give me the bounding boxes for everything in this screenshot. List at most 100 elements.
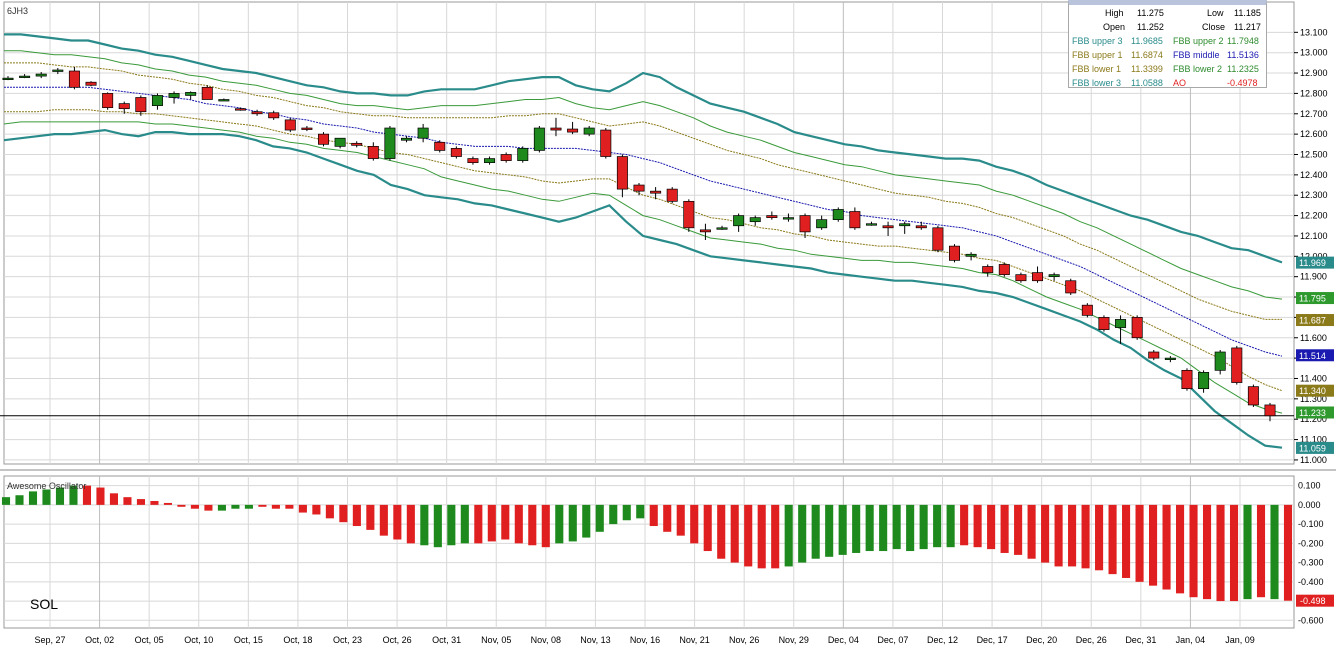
- x-tick-label: Dec, 12: [927, 635, 958, 645]
- candle-body: [467, 158, 479, 163]
- low-label: Low: [1207, 8, 1224, 18]
- band-lower3-line: [3, 128, 1283, 449]
- ao-bar: [69, 485, 78, 505]
- y-tick-label: 11.900: [1300, 272, 1327, 282]
- ao-bar: [1243, 504, 1252, 600]
- ao-bar: [150, 501, 159, 505]
- y-tick-label: 11.100: [1300, 435, 1327, 445]
- band-upper3-line: [4, 33, 1283, 264]
- x-tick-label: Nov, 08: [531, 635, 561, 645]
- ao-bar: [190, 504, 199, 509]
- candle-body: [500, 154, 512, 161]
- candle-body: [716, 227, 728, 230]
- open-value: 11.252: [1137, 22, 1164, 32]
- ao-bar: [703, 504, 712, 552]
- x-tick-label: Jan, 09: [1225, 635, 1255, 645]
- ao-bar: [82, 485, 92, 505]
- indicator-value: 11.6874: [1131, 50, 1163, 60]
- x-tick-label: Oct, 15: [234, 635, 263, 645]
- candle-body: [683, 200, 695, 229]
- ao-bar: [339, 504, 348, 523]
- candle-body: [965, 253, 977, 257]
- candle-body: [550, 127, 562, 131]
- ao-bar: [528, 504, 537, 546]
- ao-bar: [1054, 504, 1063, 567]
- y-tick-label: 12.600: [1300, 129, 1328, 139]
- candle-body: [1231, 347, 1243, 383]
- ao-bar: [271, 504, 280, 509]
- candle-body: [201, 86, 213, 100]
- ao-bar: [730, 504, 739, 563]
- ao-bar: [1068, 504, 1077, 567]
- ao-bar: [717, 504, 726, 559]
- ao-bar: [1202, 504, 1212, 600]
- y-tick-label: 11.400: [1300, 373, 1327, 383]
- x-tick-label: Oct, 26: [383, 635, 412, 645]
- ao-bar: [433, 504, 442, 548]
- price-tag-label: 11.340: [1299, 386, 1326, 396]
- indicator-value: 11.2325: [1227, 64, 1259, 74]
- x-tick-label: Oct, 18: [283, 635, 312, 645]
- ao-bar: [541, 504, 550, 548]
- y-tick-label: 13.000: [1300, 48, 1328, 58]
- price-tag-bg: [1296, 384, 1334, 397]
- ao-bar: [1270, 504, 1279, 600]
- candle-body: [633, 184, 645, 192]
- candle-body: [982, 266, 994, 273]
- ao-bar: [852, 504, 861, 553]
- ao-bar: [798, 504, 807, 563]
- price-tag-bg: [1296, 314, 1334, 327]
- price-tag-label: 11.687: [1299, 316, 1326, 326]
- candle-body: [1048, 274, 1060, 278]
- ao-bar: [690, 504, 699, 544]
- y-tick-label: 12.100: [1300, 231, 1328, 241]
- candle-body: [1032, 272, 1044, 282]
- price-tag-bg: [1296, 256, 1334, 269]
- band-upper1-line: [4, 62, 1282, 320]
- ao-bar: [622, 504, 631, 521]
- candle-body: [699, 229, 711, 233]
- ao-bar: [55, 487, 65, 505]
- ao-bar: [258, 504, 267, 507]
- ao-title: Awesome Oscillator: [7, 481, 87, 491]
- candle-body: [367, 146, 379, 159]
- candle-body: [932, 227, 944, 251]
- ao-bar: [460, 504, 469, 544]
- price-tag-label: 11.233: [1299, 408, 1326, 418]
- ao-bar: [1041, 504, 1050, 563]
- ao-bar: [784, 504, 793, 567]
- candle-body: [782, 217, 794, 220]
- candle-body: [234, 108, 246, 111]
- ao-bar: [1081, 504, 1090, 569]
- ao-bar: [919, 504, 928, 550]
- band-upper2-line: [4, 50, 1283, 300]
- x-tick-label: Nov, 26: [729, 635, 759, 645]
- ao-bar: [42, 489, 51, 505]
- ao-bar: [1175, 504, 1185, 594]
- ao-bar: [406, 504, 415, 544]
- ao-bar: [501, 504, 510, 540]
- x-tick-label: Oct, 10: [184, 635, 213, 645]
- ao-bar: [568, 504, 577, 542]
- candle-body: [85, 81, 97, 86]
- ao-bar: [811, 504, 820, 559]
- ao-bar: [1027, 504, 1036, 559]
- candle-body: [1015, 274, 1027, 282]
- price-tag-bg: [1296, 292, 1334, 305]
- candle-body: [600, 129, 612, 157]
- ao-bar: [1122, 504, 1131, 578]
- candle-body: [19, 75, 31, 78]
- ao-bar: [1014, 504, 1023, 555]
- ao-bar: [1095, 504, 1104, 571]
- candle-body: [832, 209, 844, 221]
- ao-bar: [825, 504, 834, 557]
- x-tick-label: Nov, 05: [481, 635, 511, 645]
- candle-body: [865, 223, 877, 226]
- ao-bar: [379, 504, 388, 536]
- ao-bar: [352, 504, 361, 527]
- candle-body: [766, 215, 778, 218]
- candle-body: [417, 127, 429, 139]
- ao-bar: [285, 504, 294, 509]
- x-tick-label: Oct, 31: [432, 635, 461, 645]
